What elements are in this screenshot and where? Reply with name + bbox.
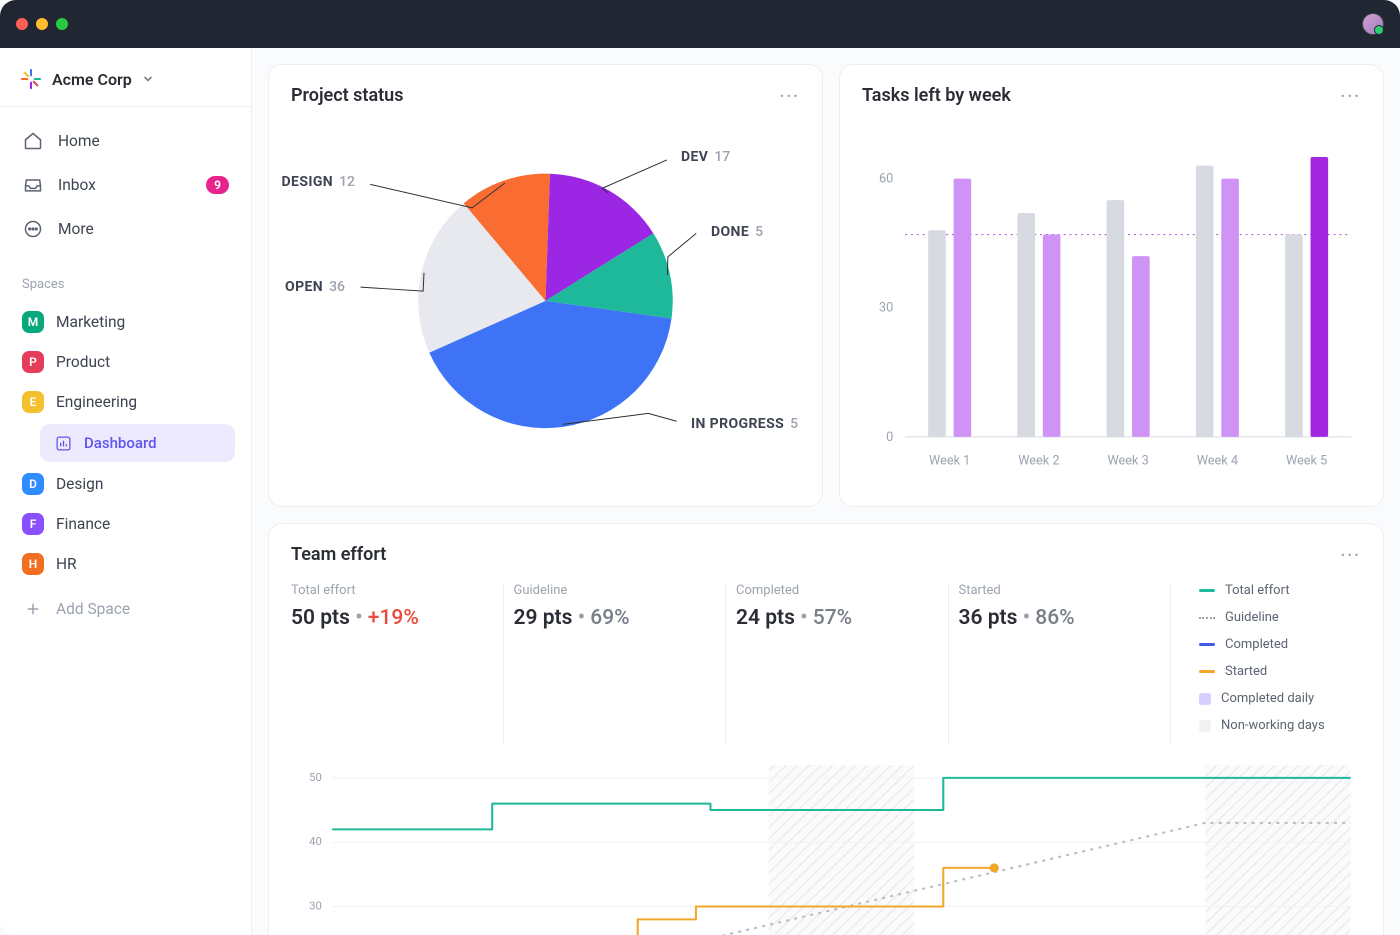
space-item-label: Engineering — [56, 393, 137, 411]
nav-more-label: More — [58, 220, 94, 238]
svg-text:0: 0 — [886, 430, 893, 445]
legend-item: Guideline — [1199, 610, 1361, 625]
project-status-pie: DEV17DONE5IN PROGRESS5OPEN36DESIGN12 — [291, 106, 800, 486]
spaces-list: M Marketing P Product E Engineering Dashboard D… — [0, 302, 251, 584]
card-menu-button[interactable]: ··· — [1341, 86, 1361, 105]
nav-inbox-label: Inbox — [58, 176, 96, 194]
pie-label: DESIGN12 — [282, 174, 355, 190]
space-item-label: Marketing — [56, 313, 125, 331]
maximize-window-icon[interactable] — [56, 18, 68, 30]
sidebar: Acme Corp Home Inbox 9 — [0, 48, 252, 935]
space-item-product[interactable]: P Product — [10, 342, 241, 382]
pie-label: DEV17 — [681, 149, 730, 165]
stat-completed: Completed24 pts • 57% — [736, 583, 949, 745]
minimize-window-icon[interactable] — [36, 18, 48, 30]
stat-guideline: Guideline29 pts • 69% — [514, 583, 727, 745]
team-effort-card: Team effort ··· Total effort50 pts • +19… — [268, 523, 1384, 935]
space-item-marketing[interactable]: M Marketing — [10, 302, 241, 342]
legend-item: Completed daily — [1199, 691, 1361, 706]
nav-home-label: Home — [58, 132, 100, 150]
add-space-label: Add Space — [56, 600, 130, 618]
svg-text:30: 30 — [879, 301, 893, 316]
plus-icon — [22, 598, 44, 620]
legend-item: Completed — [1199, 637, 1361, 652]
pie-label: OPEN36 — [285, 279, 345, 295]
team-effort-stats: Total effort50 pts • +19%Guideline29 pts… — [291, 583, 1361, 745]
space-item-hr[interactable]: H HR — [10, 544, 241, 584]
legend-item: Started — [1199, 664, 1361, 679]
space-item-finance[interactable]: F Finance — [10, 504, 241, 544]
home-icon — [22, 130, 44, 152]
pie-label: DONE5 — [711, 224, 763, 240]
workspace-switcher[interactable]: Acme Corp — [0, 48, 251, 106]
main-content: Project status ··· DEV17 DONE5 IN PROGRESS… — [252, 48, 1400, 935]
dashboard-icon — [54, 434, 72, 452]
chevron-down-icon — [142, 70, 154, 89]
space-item-label: Design — [56, 475, 103, 493]
card-menu-button[interactable]: ··· — [1341, 545, 1361, 564]
svg-text:Week 5: Week 5 — [1286, 453, 1327, 468]
space-item-label: Finance — [56, 515, 110, 533]
tasks-left-title: Tasks left by week — [862, 85, 1011, 106]
legend-item: Total effort — [1199, 583, 1361, 598]
space-item-engineering[interactable]: E Engineering — [10, 382, 241, 422]
inbox-icon — [22, 174, 44, 196]
space-badge-icon: H — [22, 553, 44, 575]
stat-started: Started36 pts • 86% — [959, 583, 1172, 745]
svg-text:Week 4: Week 4 — [1197, 453, 1238, 468]
sidebar-item-dashboard[interactable]: Dashboard — [40, 424, 235, 462]
svg-text:Week 1: Week 1 — [929, 453, 970, 468]
svg-text:50: 50 — [309, 771, 322, 784]
titlebar — [0, 0, 1400, 48]
user-avatar[interactable] — [1362, 13, 1384, 35]
team-effort-title: Team effort — [291, 544, 386, 565]
project-status-card: Project status ··· DEV17 DONE5 IN PROGRESS… — [268, 64, 823, 507]
nav-more[interactable]: More — [10, 207, 241, 251]
legend-item: Non-working days — [1199, 718, 1361, 733]
more-icon — [22, 218, 44, 240]
space-badge-icon: M — [22, 311, 44, 333]
card-menu-button[interactable]: ··· — [780, 86, 800, 105]
nav-home[interactable]: Home — [10, 119, 241, 163]
svg-text:30: 30 — [309, 900, 322, 913]
spaces-section-label: Spaces — [0, 255, 251, 302]
space-badge-icon: P — [22, 351, 44, 373]
svg-text:Week 3: Week 3 — [1107, 453, 1148, 468]
team-effort-chart: 20304050 — [291, 759, 1361, 935]
svg-text:60: 60 — [879, 171, 893, 186]
inbox-badge: 9 — [206, 176, 229, 194]
close-window-icon[interactable] — [16, 18, 28, 30]
space-item-label: Product — [56, 353, 110, 371]
team-effort-legend: Total effort Guideline Completed Started Com… — [1181, 583, 1361, 745]
space-badge-icon: F — [22, 513, 44, 535]
window-controls[interactable] — [16, 18, 68, 30]
add-space-button[interactable]: Add Space — [10, 588, 241, 630]
nav-inbox[interactable]: Inbox 9 — [10, 163, 241, 207]
space-item-design[interactable]: D Design — [10, 464, 241, 504]
tasks-left-chart: 0 30 60 Week 1 Week 2 Week 3 Week 4 Week 5 — [862, 106, 1361, 486]
pie-label: IN PROGRESS5 — [691, 416, 798, 432]
workspace-logo-icon — [20, 68, 42, 90]
tasks-left-card: Tasks left by week ··· 0 30 60 Week 1 Week 2… — [839, 64, 1384, 507]
space-item-label: HR — [56, 555, 77, 573]
workspace-name: Acme Corp — [52, 70, 132, 89]
space-badge-icon: E — [22, 391, 44, 413]
svg-text:Week 2: Week 2 — [1018, 453, 1059, 468]
space-badge-icon: D — [22, 473, 44, 495]
divider — [0, 106, 251, 107]
project-status-title: Project status — [291, 85, 403, 106]
stat-total-effort: Total effort50 pts • +19% — [291, 583, 504, 745]
svg-text:40: 40 — [309, 835, 322, 848]
dashboard-label: Dashboard — [84, 434, 157, 452]
